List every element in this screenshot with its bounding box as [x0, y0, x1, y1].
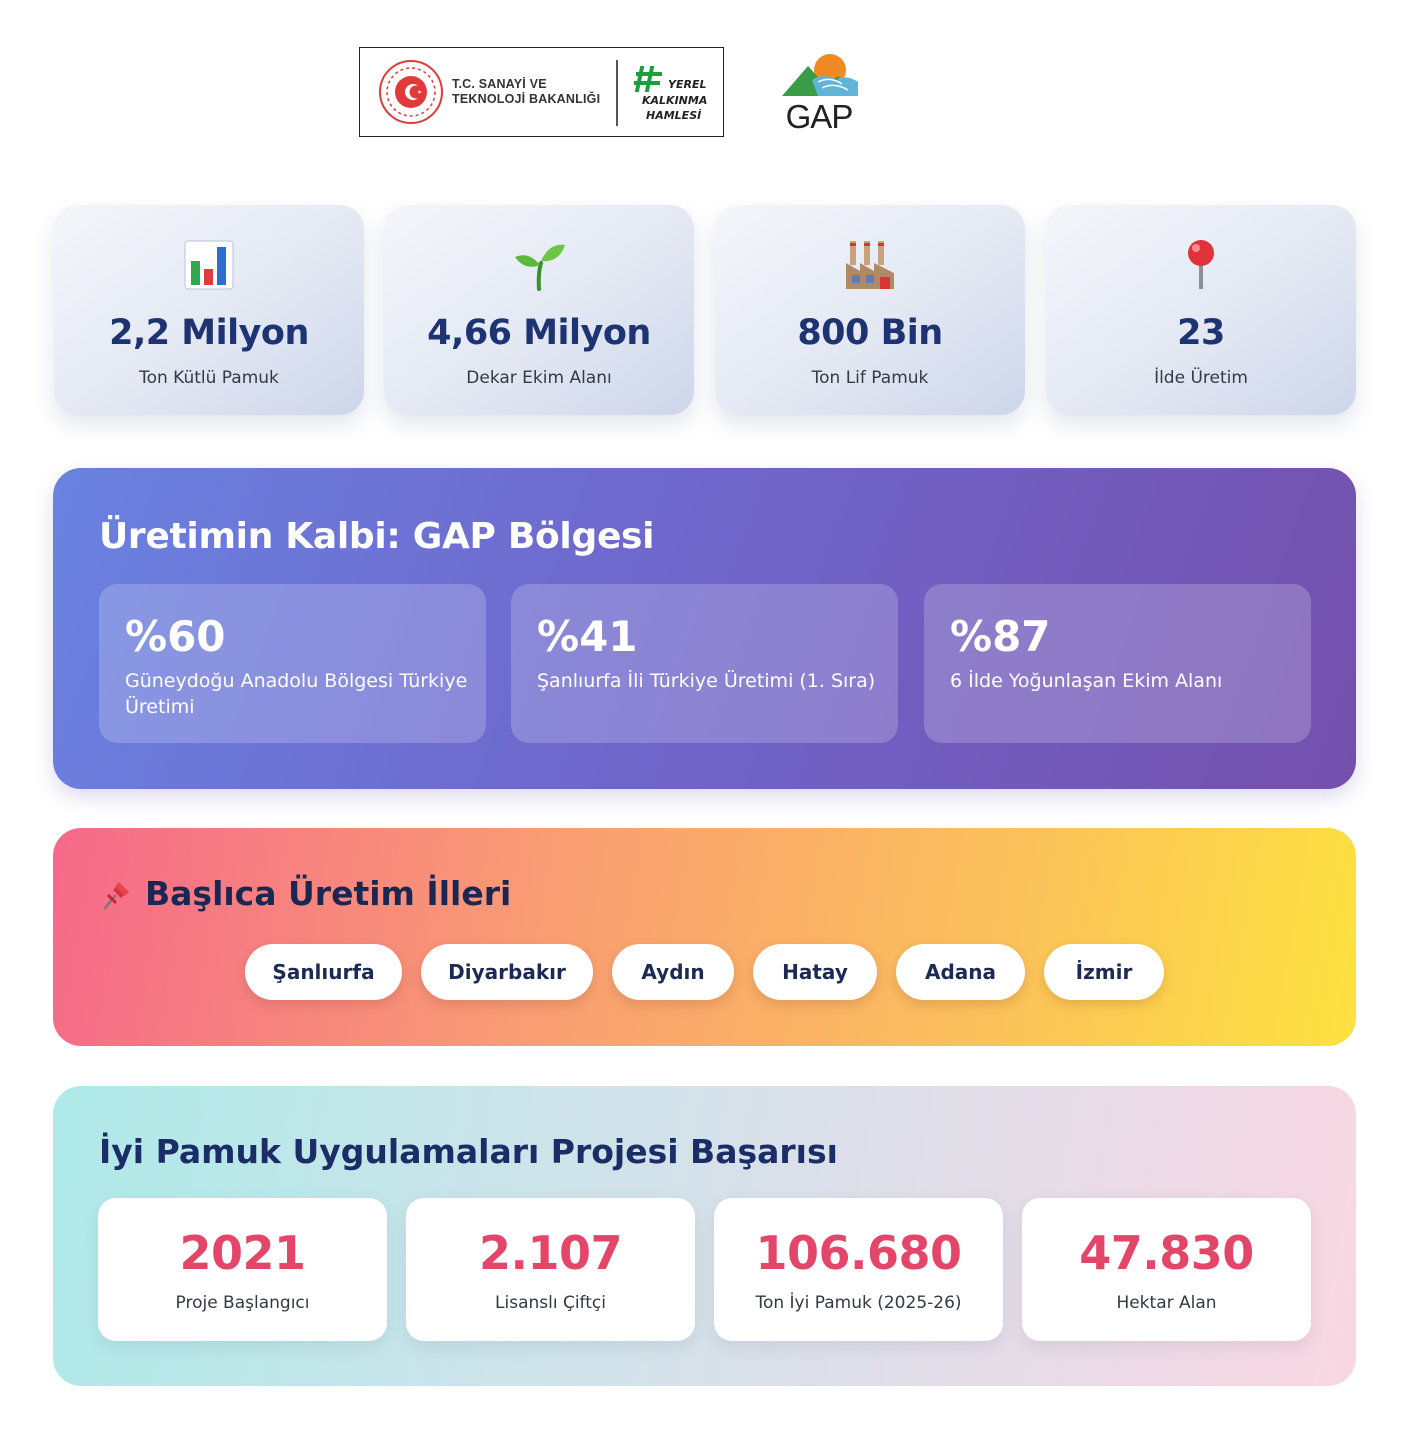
hamle-text-1: YEREL	[668, 78, 706, 91]
gap-stat-card: %60 Güneydoğu Anadolu Bölgesi Türkiye Ür…	[99, 584, 486, 743]
project-stat-label: Ton İyi Pamuk (2025-26)	[755, 1293, 962, 1313]
stat-card-lint: 800 Bin Ton Lif Pamuk	[715, 205, 1025, 415]
project-stat-card: 47.830 Hektar Alan	[1022, 1198, 1311, 1341]
ministry-seal-icon	[379, 60, 443, 124]
gap-stat-card: %87 6 İlde Yoğunlaşan Ekim Alanı	[924, 584, 1311, 743]
stat-card-provinces: 23 İlde Üretim	[1046, 205, 1356, 415]
provinces-section: Başlıca Üretim İlleri Şanlıurfa Diyarbak…	[53, 828, 1356, 1046]
stat-value: 4,66 Milyon	[427, 313, 651, 353]
map-pin-icon	[1188, 240, 1214, 289]
project-section: İyi Pamuk Uygulamaları Projesi Başarısı …	[53, 1086, 1356, 1386]
project-stat-label: Proje Başlangıcı	[175, 1293, 310, 1313]
province-pill-diyarbakir[interactable]: Diyarbakır	[421, 944, 593, 1000]
gap-stat-label: Şanlıurfa İli Türkiye Üretimi (1. Sıra)	[537, 670, 876, 692]
stat-label: Ton Kütlü Pamuk	[139, 368, 279, 388]
project-stat-value: 47.830	[1079, 1226, 1254, 1280]
province-pill-sanliurfa[interactable]: Şanlıurfa	[245, 944, 402, 1000]
gap-logo: GAP	[782, 54, 858, 134]
gap-stat-value: %60	[125, 612, 226, 661]
stat-card-cotton: 2,2 Milyon Ton Kütlü Pamuk	[54, 205, 364, 415]
section-title: İyi Pamuk Uygulamaları Projesi Başarısı	[99, 1132, 838, 1171]
section-title: Başlıca Üretim İlleri	[99, 874, 511, 913]
hamle-text-2: KALKINMA	[642, 94, 707, 107]
gap-region-section: Üretimin Kalbi: GAP Bölgesi %60 Güneydoğ…	[53, 468, 1356, 789]
province-pill-hatay[interactable]: Hatay	[753, 944, 877, 1000]
project-stat-value: 106.680	[755, 1226, 962, 1280]
provinces-title-text: Başlıca Üretim İlleri	[145, 874, 512, 913]
project-stat-label: Lisanslı Çiftçi	[495, 1293, 606, 1313]
province-pill-adana[interactable]: Adana	[896, 944, 1025, 1000]
gap-stat-label: Güneydoğu Anadolu Bölgesi Türkiye Üretim…	[125, 670, 468, 718]
project-stat-value: 2.107	[478, 1226, 623, 1280]
bar-chart-icon	[184, 240, 234, 290]
seedling-icon	[515, 244, 565, 291]
ministry-line-2: TEKNOLOJİ BAKANLIĞI	[452, 92, 601, 106]
stat-label: İlde Üretim	[1154, 368, 1248, 388]
project-stat-label: Hektar Alan	[1116, 1293, 1217, 1313]
section-title: Üretimin Kalbi: GAP Bölgesi	[99, 516, 655, 557]
province-pill-aydin[interactable]: Aydın	[612, 944, 734, 1000]
stat-card-area: 4,66 Milyon Dekar Ekim Alanı	[384, 205, 694, 415]
pushpin-icon	[103, 881, 129, 909]
hamle-text-3: HAMLESİ	[646, 108, 701, 122]
project-stat-card: 2021 Proje Başlangıcı	[98, 1198, 387, 1341]
province-pill-izmir[interactable]: İzmir	[1044, 944, 1164, 1000]
ministry-logo-box: T.C. SANAYİ VE TEKNOLOJİ BAKANLIĞI YEREL…	[359, 47, 724, 137]
gap-stat-value: %41	[537, 612, 638, 661]
stat-value: 2,2 Milyon	[109, 313, 309, 353]
project-stat-card: 2.107 Lisanslı Çiftçi	[406, 1198, 695, 1341]
ministry-name: T.C. SANAYİ VE TEKNOLOJİ BAKANLIĞI	[452, 77, 600, 107]
logo-divider	[616, 60, 618, 126]
gap-stat-label: 6 İlde Yoğunlaşan Ekim Alanı	[950, 670, 1223, 692]
gap-logo-text: GAP	[786, 98, 853, 134]
stat-label: Ton Lif Pamuk	[811, 368, 929, 388]
factory-icon	[846, 241, 894, 289]
project-stat-value: 2021	[179, 1226, 306, 1280]
gap-stat-value: %87	[950, 612, 1051, 661]
project-stat-card: 106.680 Ton İyi Pamuk (2025-26)	[714, 1198, 1003, 1341]
ministry-line-1: T.C. SANAYİ VE	[452, 77, 547, 91]
yerel-kalkinma-hamlesi-logo: YEREL KALKINMA HAMLESİ	[634, 66, 707, 122]
stat-value: 23	[1177, 313, 1225, 353]
gap-stat-card: %41 Şanlıurfa İli Türkiye Üretimi (1. Sı…	[511, 584, 898, 743]
stat-value: 800 Bin	[797, 313, 943, 353]
stat-label: Dekar Ekim Alanı	[466, 368, 612, 388]
